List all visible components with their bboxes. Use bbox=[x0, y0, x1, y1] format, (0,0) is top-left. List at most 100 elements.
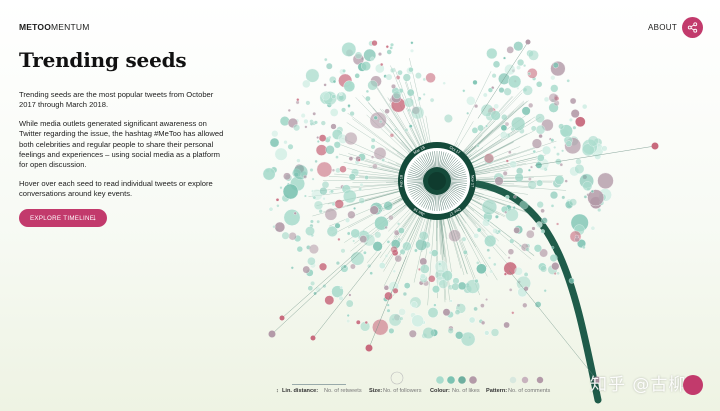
seed bbox=[311, 177, 315, 181]
seed-strand bbox=[389, 118, 422, 161]
seed-strand bbox=[422, 206, 431, 239]
seed bbox=[338, 94, 344, 101]
seed bbox=[463, 284, 472, 294]
seed-strand bbox=[459, 193, 495, 212]
seed bbox=[318, 134, 327, 142]
seed bbox=[566, 79, 571, 83]
seed bbox=[480, 320, 486, 325]
seed bbox=[402, 241, 412, 252]
seed bbox=[408, 124, 413, 129]
seed-strand bbox=[362, 95, 421, 162]
seed bbox=[414, 72, 422, 80]
seed-strand bbox=[311, 182, 412, 192]
seed bbox=[293, 171, 300, 178]
ring-spoke bbox=[445, 191, 457, 204]
seed bbox=[392, 287, 399, 294]
seed bbox=[394, 254, 402, 263]
seed bbox=[365, 95, 371, 102]
seed-strand bbox=[346, 122, 416, 167]
seed-strand bbox=[448, 203, 465, 234]
ring-spoke bbox=[411, 165, 426, 174]
seed bbox=[417, 98, 421, 102]
seed-strand bbox=[456, 100, 529, 164]
seed-strand bbox=[331, 192, 414, 235]
seed bbox=[507, 248, 515, 255]
seed bbox=[516, 58, 525, 67]
ring-spoke bbox=[450, 181, 467, 184]
seed bbox=[388, 313, 402, 327]
logo-bold: METOO bbox=[19, 22, 52, 32]
seed bbox=[324, 207, 338, 221]
seed-strand bbox=[385, 148, 416, 168]
seed bbox=[429, 97, 435, 103]
time-ring-inner bbox=[406, 150, 468, 212]
seed-strand bbox=[347, 112, 417, 166]
seed bbox=[564, 200, 574, 209]
seed bbox=[548, 102, 559, 113]
seed-strand bbox=[457, 153, 472, 165]
ring-spoke bbox=[441, 194, 447, 210]
seed-strand bbox=[352, 181, 412, 183]
seed bbox=[411, 106, 420, 115]
seed bbox=[471, 127, 479, 134]
explore-timeline-button[interactable]: EXPLORE TIMELINE ↓ bbox=[19, 209, 107, 227]
seed bbox=[331, 128, 343, 140]
intro-panel: Trending seeds Trending seeds are the mo… bbox=[19, 48, 224, 208]
seed bbox=[554, 175, 565, 185]
seed bbox=[333, 141, 341, 149]
seed bbox=[311, 188, 323, 201]
seed bbox=[502, 170, 508, 176]
seed-strand bbox=[456, 101, 528, 164]
seed-strand bbox=[453, 200, 517, 275]
seed bbox=[398, 227, 405, 234]
seed-strand bbox=[439, 206, 450, 287]
seed bbox=[484, 234, 497, 248]
seed bbox=[590, 189, 595, 194]
seed bbox=[586, 193, 590, 197]
seed bbox=[550, 98, 556, 103]
seed-strand bbox=[354, 196, 417, 244]
site-logo[interactable]: METOOMENTUM bbox=[19, 22, 90, 32]
ring-spoke bbox=[440, 151, 445, 168]
seed-strand bbox=[427, 206, 436, 306]
seed bbox=[339, 165, 347, 173]
seed-strand bbox=[456, 103, 524, 164]
seed-strand bbox=[460, 146, 521, 172]
seed bbox=[561, 149, 565, 153]
ring-spoke bbox=[450, 173, 467, 178]
seed-strand bbox=[350, 197, 417, 252]
about-link[interactable]: ABOUT bbox=[648, 23, 678, 32]
seed bbox=[513, 194, 517, 199]
seed bbox=[493, 172, 504, 184]
seed-strand bbox=[334, 142, 413, 172]
seed bbox=[340, 248, 346, 254]
seed bbox=[422, 92, 426, 96]
ring-spoke bbox=[437, 151, 440, 168]
seed bbox=[451, 282, 460, 291]
ring-spoke bbox=[432, 151, 435, 168]
seed bbox=[425, 72, 436, 84]
seed bbox=[307, 285, 314, 292]
seed bbox=[491, 85, 495, 90]
seed bbox=[597, 207, 602, 213]
seed bbox=[577, 239, 587, 249]
ring-spoke bbox=[450, 183, 467, 186]
seed-strand bbox=[439, 206, 447, 280]
seed bbox=[322, 91, 338, 106]
seed-strand bbox=[372, 108, 420, 162]
seed bbox=[490, 110, 501, 121]
legend-colour-swatch bbox=[436, 376, 444, 384]
seed-strand bbox=[316, 186, 412, 206]
seed-strand bbox=[387, 97, 424, 159]
seed bbox=[336, 91, 347, 103]
seed bbox=[411, 106, 425, 120]
seed bbox=[482, 218, 491, 227]
seed bbox=[331, 94, 337, 100]
share-button[interactable] bbox=[682, 17, 703, 38]
seed-strand bbox=[454, 115, 501, 163]
seed-strand bbox=[423, 206, 434, 271]
seed bbox=[330, 189, 335, 194]
corner-button[interactable] bbox=[683, 375, 703, 395]
seed-strand bbox=[451, 202, 476, 236]
seed bbox=[473, 306, 478, 312]
